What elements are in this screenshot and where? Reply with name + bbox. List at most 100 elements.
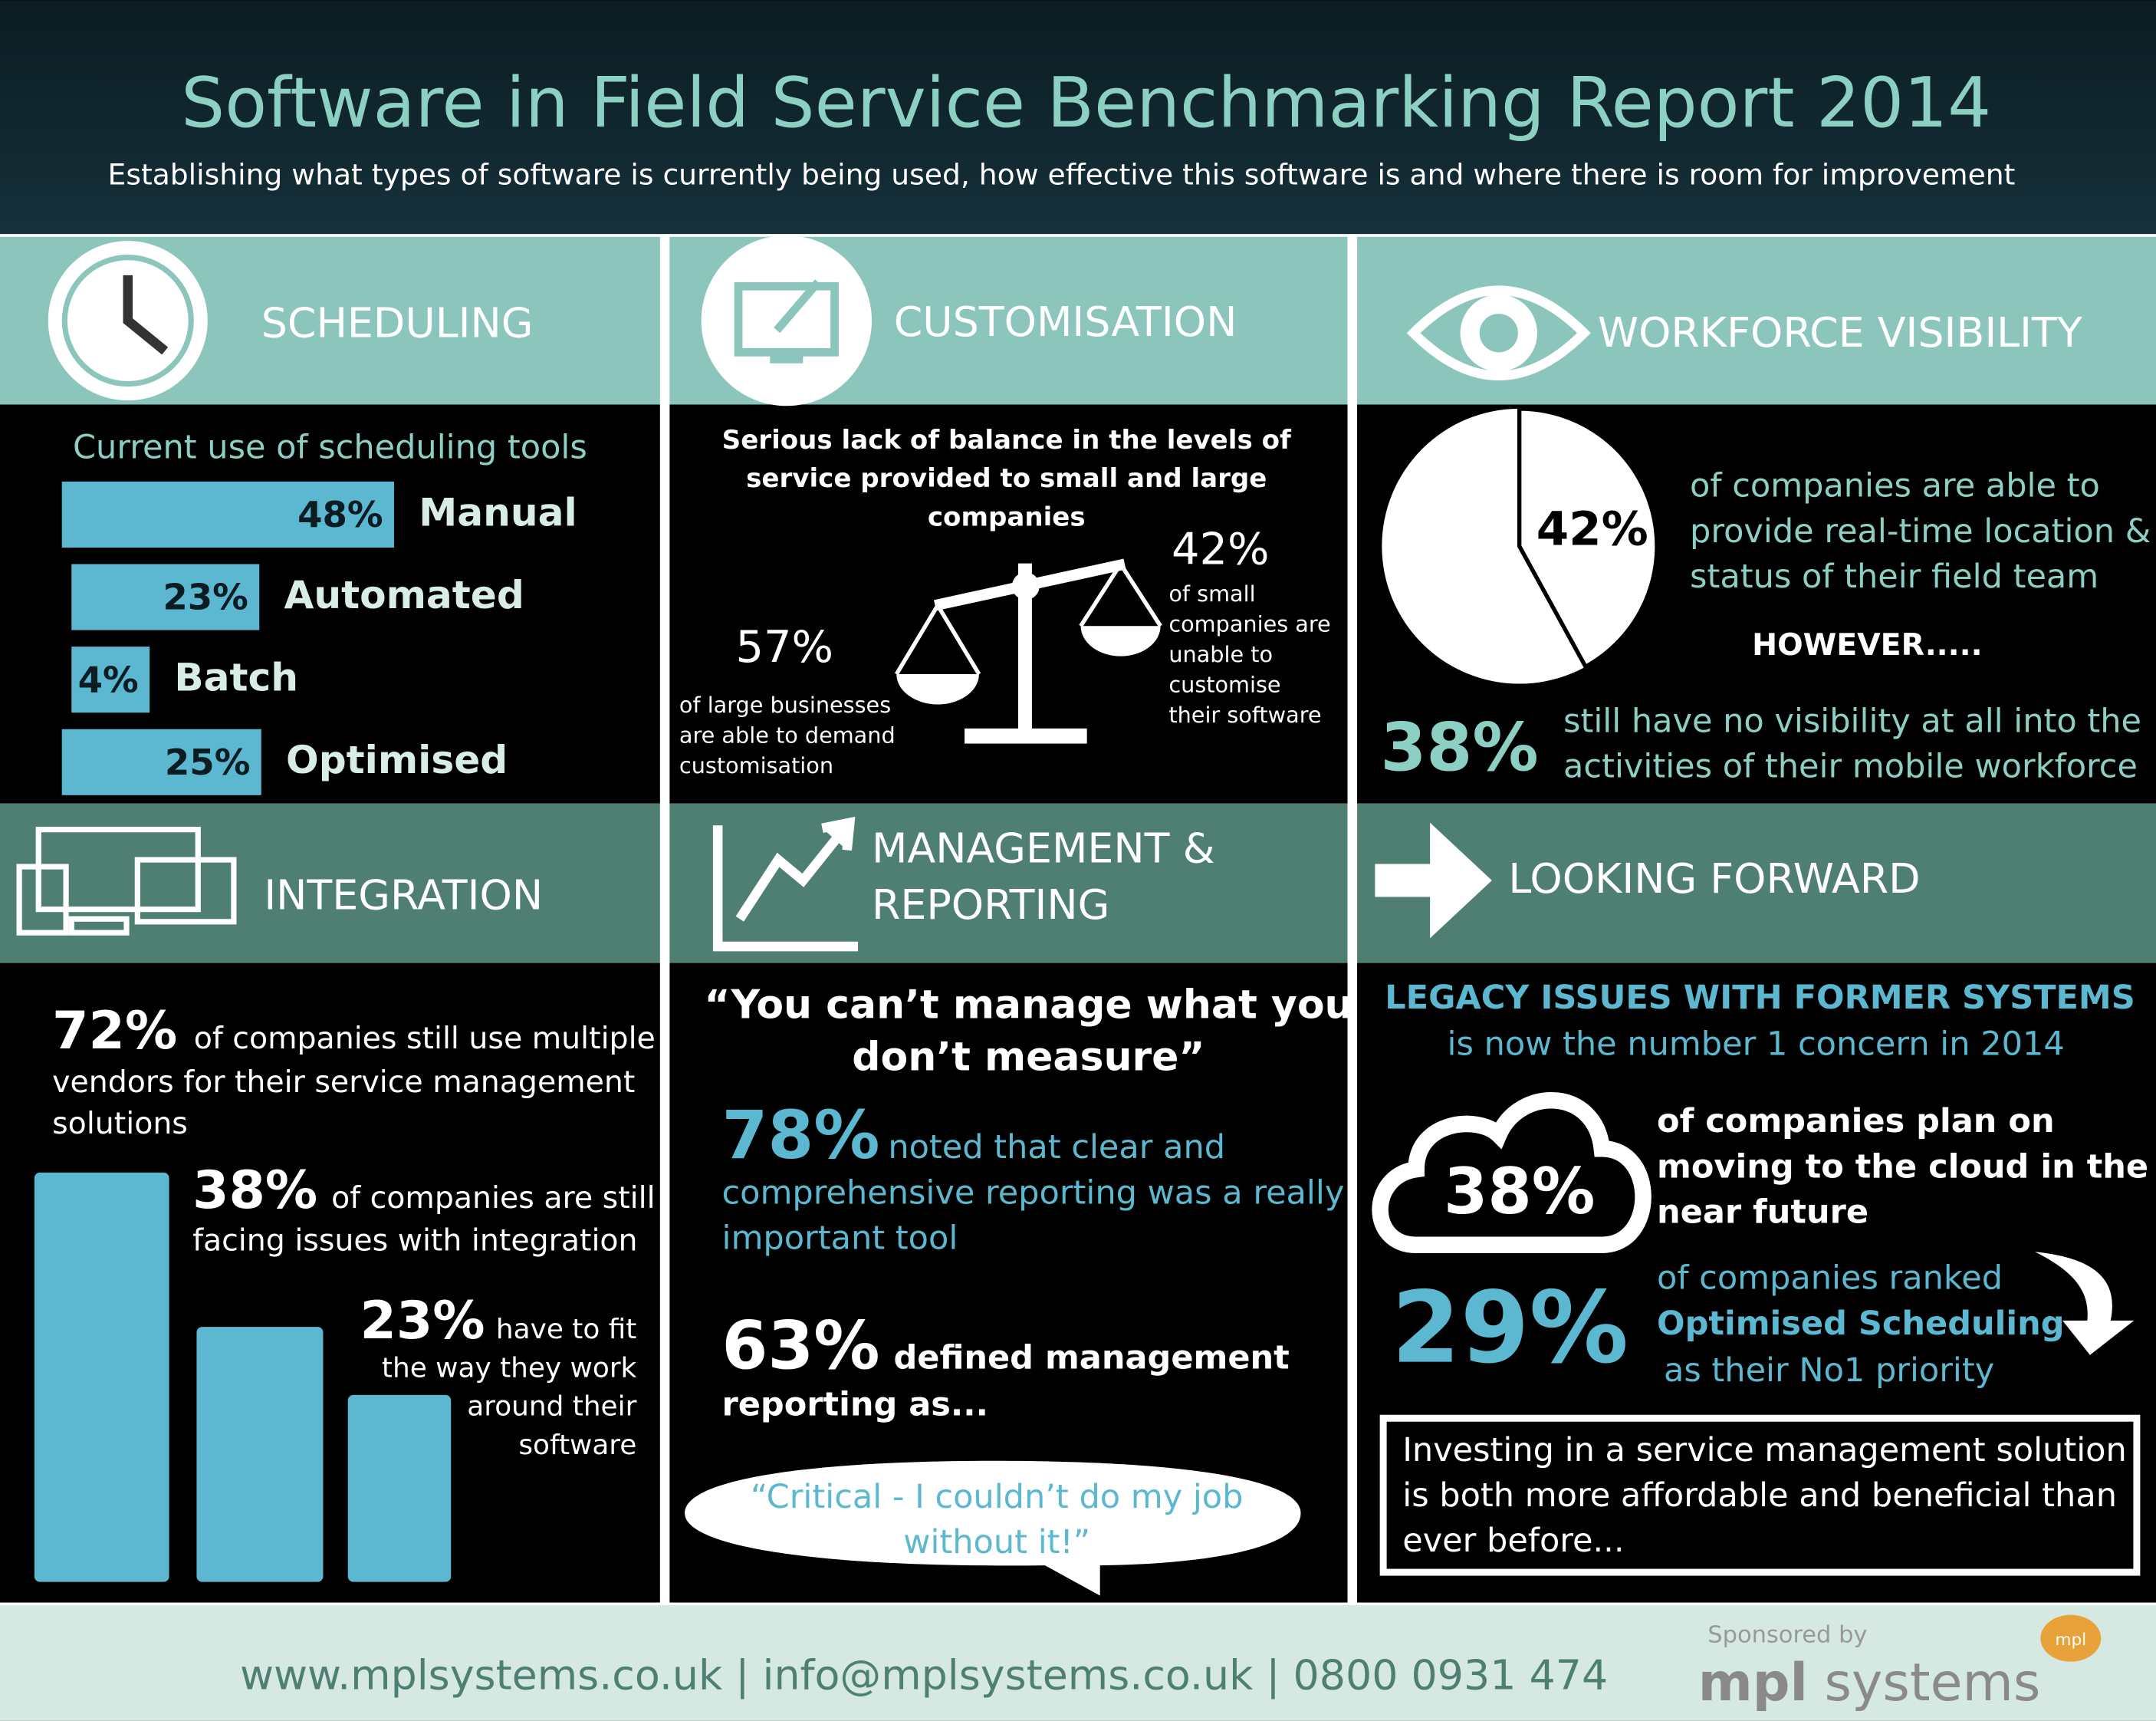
callout-box <box>1379 1414 2141 1576</box>
stat: 38% <box>192 1160 317 1221</box>
stat-text: of large businesses <box>679 692 891 718</box>
chart-title: Current use of scheduling tools <box>73 428 587 466</box>
section-heading: MANAGEMENT & <box>872 824 1215 873</box>
stat-text: moving to the cloud in the <box>1657 1147 2148 1186</box>
intro-line: companies <box>928 502 1086 532</box>
eye-icon <box>1406 285 1591 380</box>
pie-chart: 42% <box>1382 406 1659 684</box>
stat-text: facing issues with integration <box>192 1222 637 1258</box>
bar-category-label: Automated <box>284 572 524 617</box>
stat-text: of companies still use multiple <box>194 1021 656 1056</box>
stat-line: 78% noted that clear and <box>722 1097 1226 1174</box>
stat-text: noted that clear and <box>888 1128 1225 1167</box>
intro-line: service provided to small and large <box>746 463 1267 494</box>
bar <box>34 1172 169 1582</box>
intro-line: Serious lack of balance in the levels of <box>722 425 1292 456</box>
bar <box>347 1394 452 1582</box>
stat: 57% <box>735 621 833 673</box>
stat-line: 38% of companies are still <box>192 1160 655 1221</box>
section-heading: INTEGRATION <box>264 871 543 920</box>
stat-line: 72% of companies still use multiple <box>52 1001 656 1061</box>
stat: 78% <box>722 1097 880 1174</box>
stat-text: unable to <box>1168 641 1273 667</box>
section-heading: WORKFORCE VISIBILITY <box>1598 308 2082 357</box>
stat-text: Optimised Scheduling <box>1657 1305 2065 1343</box>
speech-bubble <box>685 1460 1301 1596</box>
section-heading: SCHEDULING <box>261 299 534 347</box>
bar-value-label: 4% <box>78 659 139 700</box>
stat-text: the way they work <box>382 1352 637 1384</box>
stat-text: important tool <box>722 1219 958 1258</box>
box-text: Investing in a service management soluti… <box>1402 1431 2127 1469</box>
bar-category-label: Optimised <box>286 737 508 782</box>
scales-icon <box>894 558 1162 744</box>
stat-text: vendors for their service management <box>52 1065 635 1100</box>
stat: 38% <box>1381 710 1539 787</box>
section-heading: REPORTING <box>872 880 1109 929</box>
stat-text: near future <box>1657 1193 1868 1232</box>
brand-rest: systems <box>1808 1653 2040 1713</box>
bar <box>61 481 394 548</box>
bar-category-label: Manual <box>419 489 577 535</box>
logo <box>2040 1614 2102 1662</box>
monitor-icon <box>701 235 872 406</box>
legacy: LEGACY ISSUES WITH FORMER SYSTEMS <box>1385 979 2135 1017</box>
footer-bg <box>0 1605 2156 1721</box>
bar <box>71 564 260 630</box>
section-heading: CUSTOMISATION <box>894 298 1237 346</box>
stat: 23% <box>360 1291 485 1351</box>
logo-text: mpl <box>2056 1631 2087 1650</box>
pie-text: of companies are able to <box>1690 467 2100 505</box>
stat-text: have to fit <box>496 1314 636 1345</box>
stat-text: activities of their mobile workforce <box>1563 748 2138 786</box>
brand: mpl systems <box>1698 1653 2041 1713</box>
legacy: is now the number 1 concern in 2014 <box>1448 1025 2065 1064</box>
brand-bold: mpl <box>1698 1653 1808 1713</box>
stat-text: comprehensive reporting was a really <box>722 1173 1345 1212</box>
pie-label: 42% <box>1536 502 1648 556</box>
pie-slice <box>1517 406 1659 670</box>
quote: “You can’t manage what you <box>704 982 1352 1028</box>
bar <box>71 647 150 713</box>
bar <box>196 1327 324 1582</box>
chart-icon <box>712 816 859 952</box>
cloud-icon <box>1372 1092 1652 1254</box>
stat-text: solutions <box>52 1106 188 1141</box>
bar-category-label: Batch <box>174 655 298 700</box>
stat-text: of companies ranked <box>1657 1259 2003 1298</box>
stat: 72% <box>52 1001 177 1061</box>
stat-text: as their No1 priority <box>1664 1351 1994 1390</box>
stat-text: are able to demand <box>679 722 896 749</box>
stat: 63% <box>722 1308 880 1385</box>
however: HOWEVER..... <box>1752 627 1982 663</box>
box-text: ever before... <box>1402 1522 1624 1560</box>
stat-text: customisation <box>679 752 833 778</box>
bar-value-label: 25% <box>165 742 251 783</box>
sponsored: Sponsored by <box>1707 1622 1867 1649</box>
bar <box>61 729 261 795</box>
stat-text: of companies are still <box>331 1180 655 1216</box>
stat-text: still have no visibility at all into the <box>1563 702 2141 740</box>
devices-icon <box>16 827 237 936</box>
bar-value-label: 23% <box>163 577 248 618</box>
clock-icon <box>48 241 208 401</box>
stat-text: around their <box>467 1391 636 1423</box>
stat: 38% <box>1444 1155 1595 1229</box>
stat-text: of small <box>1168 581 1255 607</box>
stat-text: their software <box>1168 702 1321 728</box>
title: Software in Field Service Benchmarking R… <box>181 64 1991 143</box>
subtitle: Establishing what types of software is c… <box>108 158 2016 192</box>
pie-text: status of their field team <box>1690 558 2098 596</box>
stat-text: customise <box>1168 671 1280 697</box>
header-bg <box>0 0 2156 235</box>
pie-text: provide real-time location & <box>1690 512 2151 551</box>
curved-arrow <box>2035 1252 2135 1355</box>
bar-value-label: 48% <box>297 494 383 535</box>
box-text: is both more affordable and beneficial t… <box>1402 1476 2117 1515</box>
contact: www.mplsystems.co.uk | info@mplsystems.c… <box>240 1651 1608 1700</box>
stat: 42% <box>1172 524 1270 575</box>
bubble-text: “Critical - I couldn’t do my job <box>751 1478 1244 1516</box>
integration-chart <box>34 1172 452 1582</box>
